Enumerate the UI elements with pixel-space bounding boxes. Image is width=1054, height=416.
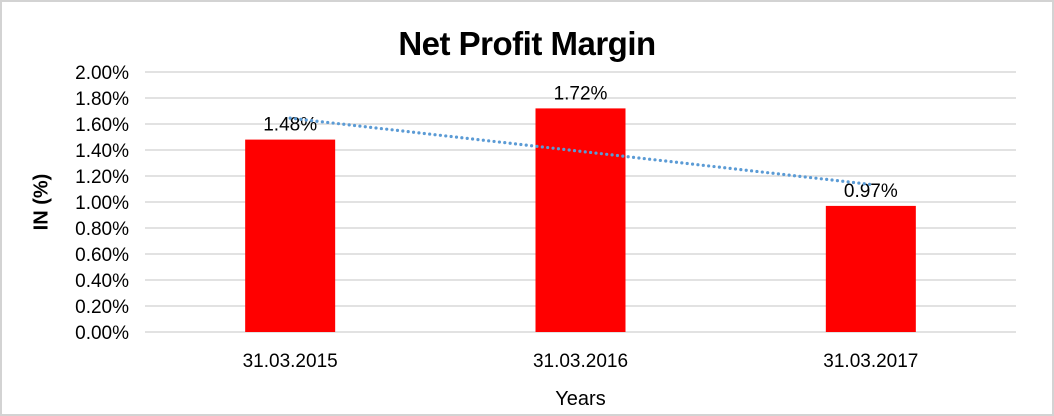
y-tick-label: 1.40% (75, 141, 129, 162)
data-label: 1.48% (263, 115, 317, 136)
y-tick-label: 1.80% (75, 89, 129, 110)
x-tick-label: 31.03.2017 (823, 351, 918, 372)
y-tick-label: 1.60% (75, 115, 129, 136)
y-tick-label: 0.60% (75, 245, 129, 266)
y-tick-label: 1.00% (75, 193, 129, 214)
bar (825, 205, 916, 332)
bar (535, 108, 626, 333)
y-tick-label: 0.80% (75, 219, 129, 240)
y-tick-label: 0.40% (75, 271, 129, 292)
trendline (288, 116, 873, 187)
x-tick-label: 31.03.2016 (533, 351, 628, 372)
y-tick-label: 2.00% (75, 63, 129, 84)
x-tick-label: 31.03.2015 (243, 351, 338, 372)
data-label: 0.97% (844, 181, 898, 202)
x-axis-title: Years (555, 388, 606, 410)
y-tick-label: 1.20% (75, 167, 129, 188)
y-tick-label: 0.20% (75, 297, 129, 318)
data-label: 1.72% (554, 83, 608, 104)
y-axis-title: IN (%) (30, 173, 53, 231)
y-tick-label: 0.00% (75, 323, 129, 344)
chart-title: Net Profit Margin (398, 25, 656, 62)
bar (245, 139, 336, 332)
